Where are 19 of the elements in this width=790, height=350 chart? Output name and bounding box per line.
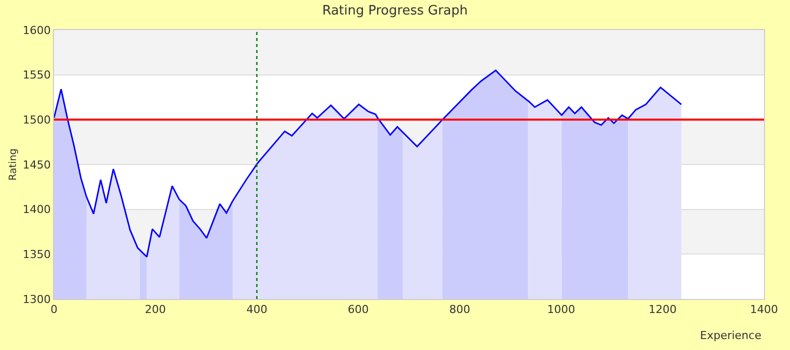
x-tick-label: 1000 <box>547 303 576 316</box>
x-tick-label: 800 <box>449 303 470 316</box>
y-tick-label: 1600 <box>22 24 51 37</box>
x-tick-label: 200 <box>144 303 166 316</box>
x-tick-label: 0 <box>50 303 58 316</box>
y-tick-label: 1350 <box>22 248 51 262</box>
x-axis-title: Experience <box>700 329 762 342</box>
y-tick-label: 1300 <box>22 292 51 306</box>
y-axis-title: Rating <box>8 148 19 181</box>
y-tick-label: 1400 <box>22 203 51 216</box>
y-tick-label: 1450 <box>22 158 51 172</box>
x-tick-label: 1400 <box>750 303 778 316</box>
x-tick-label: 1200 <box>648 303 677 316</box>
x-tick-label: 400 <box>246 303 268 316</box>
y-tick-label: 1550 <box>22 68 51 82</box>
y-tick-label: 1500 <box>22 114 51 127</box>
line-series <box>54 70 682 258</box>
x-tick-label: 600 <box>348 303 369 316</box>
chart-title: Rating Progress Graph <box>322 3 468 18</box>
